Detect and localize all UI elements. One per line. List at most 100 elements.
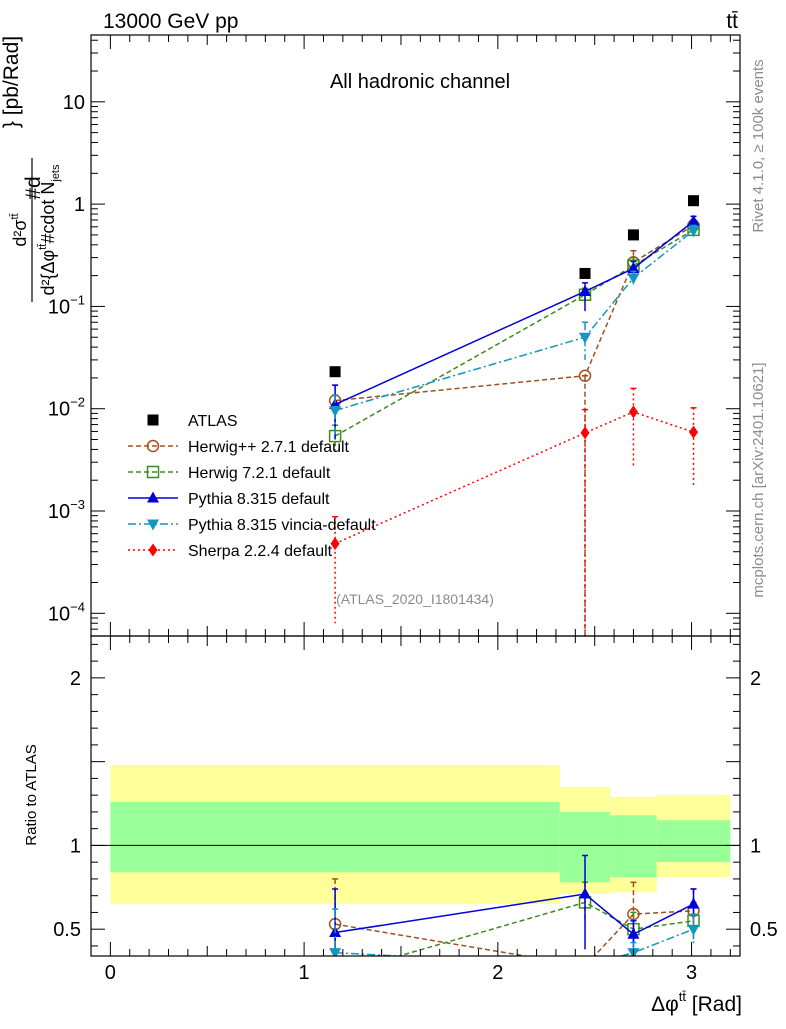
ratio-series-group <box>328 854 700 980</box>
main-series-group <box>328 195 700 636</box>
ratio-point-pythia-3 <box>687 897 700 909</box>
x-axis-label: Δφtt̄ [Rad] <box>651 989 742 1016</box>
ratio-inner-band-3 <box>656 820 731 863</box>
legend-marker-pythia <box>147 491 159 503</box>
process-label: tt̄ <box>726 10 738 33</box>
legend-label-herwig7: Herwig 7.2.1 default <box>188 465 331 482</box>
ratio-line-herwigpp <box>334 910 694 956</box>
main-ytick-label-mantissa: 10 <box>63 92 85 114</box>
main-ytick-label-mantissa: 10 <box>48 296 70 318</box>
main-point-atlas-3 <box>688 195 700 207</box>
main-point-vincia-0 <box>329 406 342 418</box>
xtick-label-3: 3 <box>686 962 697 984</box>
ratio-line-herwig7 <box>396 901 694 956</box>
legend-marker-vincia <box>147 519 159 531</box>
ratio-inner-band-2 <box>610 815 657 878</box>
legend: ATLAS Herwig++ 2.7.1 default Herwig 7.2.1 … <box>128 413 376 560</box>
xtick-label-2: 2 <box>492 962 503 984</box>
mcplots-label: mcplots.cern.ch [arXiv:2401.10621] <box>750 362 767 597</box>
main-line-vincia <box>334 230 694 412</box>
legend-marker-herwigpp <box>146 439 160 453</box>
legend-label-sherpa: Sherpa 2.2.4 default <box>188 543 333 560</box>
ylabel-frac-den-tail: #cdot N <box>38 182 58 244</box>
main-y-axis-unit: } [pb/Rad] <box>0 36 23 128</box>
main-line-herwig7 <box>334 229 694 437</box>
energy-label: 13000 GeV pp <box>103 10 238 33</box>
main-point-pythia-2 <box>627 261 640 273</box>
ratio-ytick-label-left-2: 2 <box>70 668 81 690</box>
main-line-pythia <box>334 220 694 406</box>
ratio-point-vincia-3 <box>687 924 700 936</box>
main-point-herwigpp-1 <box>578 369 592 382</box>
main-line-sherpa <box>334 411 694 545</box>
main-ytick-label-mantissa: 10 <box>48 399 70 421</box>
ratio-point-herwig7-0 <box>330 969 341 980</box>
main-ytick-label-mantissa: 1 <box>74 194 85 216</box>
ratio-panel: 0.5 0.5 1 1 2 2 0 1 2 3 <box>53 635 778 984</box>
legend-marker-herwig7 <box>146 465 160 479</box>
ylabel-frac-den: d²{Δφ <box>38 250 58 296</box>
ratio-ytick-label-right-0: 0.5 <box>750 919 778 941</box>
legend-label-vincia: Pythia 8.315 vincia-default <box>188 517 376 534</box>
ylabel-frac-num-sup: tt̄ <box>9 213 21 219</box>
ratio-ytick-label-right-2: 2 <box>750 668 761 690</box>
main-ytick-label-mantissa: 10 <box>48 603 70 625</box>
xtick-label-1: 1 <box>299 962 310 984</box>
main-ytick-label-3: 10−2 <box>48 395 85 421</box>
ratio-line-pythia <box>334 893 694 936</box>
main-ytick-label-exponent: −3 <box>70 497 85 512</box>
x-axis-label-sup: tt̄ <box>679 989 687 1004</box>
main-y-axis-label: #d <box>22 176 45 199</box>
main-point-sherpa-2 <box>628 405 638 419</box>
ratio-ytick-label-left-0: 0.5 <box>53 919 81 941</box>
svg-text:d²{Δφtt̄#cdot Njets: d²{Δφtt̄#cdot Njets <box>37 164 62 296</box>
main-ytick-label-mantissa: 10 <box>48 501 70 523</box>
main-point-sherpa-1 <box>580 426 590 440</box>
main-point-vincia-1 <box>579 332 592 344</box>
main-y-axis-label-frac: d²σtt̄ d²{Δφtt̄#cdot Njets <box>9 158 62 302</box>
ratio-point-herwigpp-2 <box>627 907 640 921</box>
plot-title: All hadronic channel <box>330 71 510 93</box>
svg-text:#d: #d <box>22 176 45 199</box>
ratio-point-vincia-0 <box>329 948 342 956</box>
ratio-point-pythia-1 <box>579 887 592 899</box>
main-point-vincia-3 <box>687 226 700 238</box>
ylabel-frac-num: d²σ <box>10 220 30 247</box>
ylabel-top: #d <box>22 176 45 199</box>
ratio-inner-band-0 <box>110 801 560 873</box>
main-ytick-label-2: 10−1 <box>48 292 85 318</box>
main-point-sherpa-0 <box>330 537 340 551</box>
ratio-y-axis-label: Ratio to ATLAS <box>23 744 40 845</box>
legend-label-herwigpp: Herwig++ 2.7.1 default <box>188 439 350 456</box>
main-point-vincia-2 <box>627 273 640 285</box>
main-ytick-label-5: 10−4 <box>48 599 85 625</box>
main-point-atlas-2 <box>627 229 639 241</box>
ratio-frame <box>90 635 741 957</box>
rivet-version-label: Rivet 4.1.0, ≥ 100k events <box>750 59 767 232</box>
main-ytick-label-exponent: −4 <box>70 599 85 614</box>
x-axis-label-unit: [Rad] <box>686 993 742 1016</box>
analysis-id: (ATLAS_2020_I1801434) <box>336 591 494 607</box>
main-ytick-label-0: 10 <box>63 92 85 114</box>
main-point-pythia-1 <box>579 284 592 296</box>
ylabel-frac-den-sup: tt̄ <box>37 243 49 249</box>
ratio-point-pythia-2 <box>627 927 640 939</box>
legend-label-atlas: ATLAS <box>188 413 238 430</box>
xtick-label-0: 0 <box>105 962 116 984</box>
main-ytick-label-1: 1 <box>74 194 85 216</box>
x-axis-label-main: Δφ <box>651 993 679 1016</box>
main-ytick-label-4: 10−3 <box>48 497 85 523</box>
main-point-atlas-0 <box>329 366 341 378</box>
main-point-sherpa-3 <box>689 425 699 439</box>
main-ytick-label-exponent: −2 <box>70 395 85 410</box>
ratio-ytick-label-left-1: 1 <box>70 835 81 857</box>
main-point-pythia-3 <box>687 214 700 226</box>
main-point-atlas-1 <box>579 267 591 279</box>
legend-label-pythia: Pythia 8.315 default <box>188 491 330 508</box>
svg-text:d²σtt̄: d²σtt̄ <box>9 213 30 247</box>
ylabel-unit: } [pb/Rad] <box>0 36 23 128</box>
ylabel-frac-den-sub: jets <box>50 164 62 183</box>
